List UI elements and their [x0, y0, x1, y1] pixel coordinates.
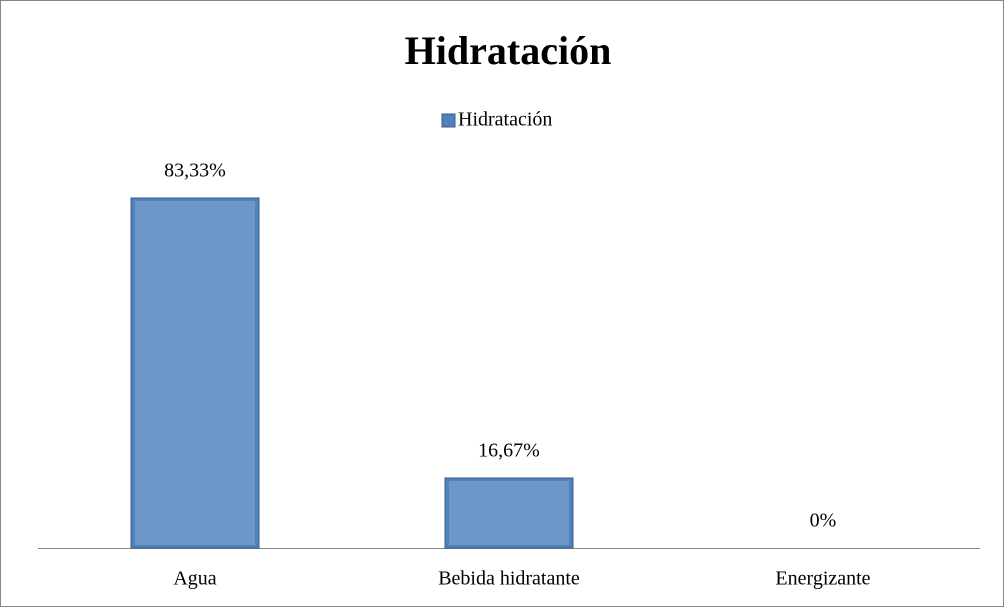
- x-tick-label: Agua: [173, 568, 216, 590]
- data-label: 0%: [810, 510, 837, 532]
- chart-title: Hidratación: [405, 28, 612, 73]
- legend-label: Hidratación: [458, 109, 552, 131]
- data-label: 83,33%: [164, 160, 226, 182]
- legend-marker: [441, 113, 456, 128]
- x-tick-label: Bebida hidratante: [438, 568, 580, 590]
- x-tick-label: Energizante: [775, 568, 870, 590]
- bar: [444, 477, 574, 549]
- bar: [130, 197, 260, 549]
- bar-highlight: [135, 201, 255, 545]
- bar-highlight: [449, 480, 569, 545]
- data-label: 16,67%: [478, 440, 540, 462]
